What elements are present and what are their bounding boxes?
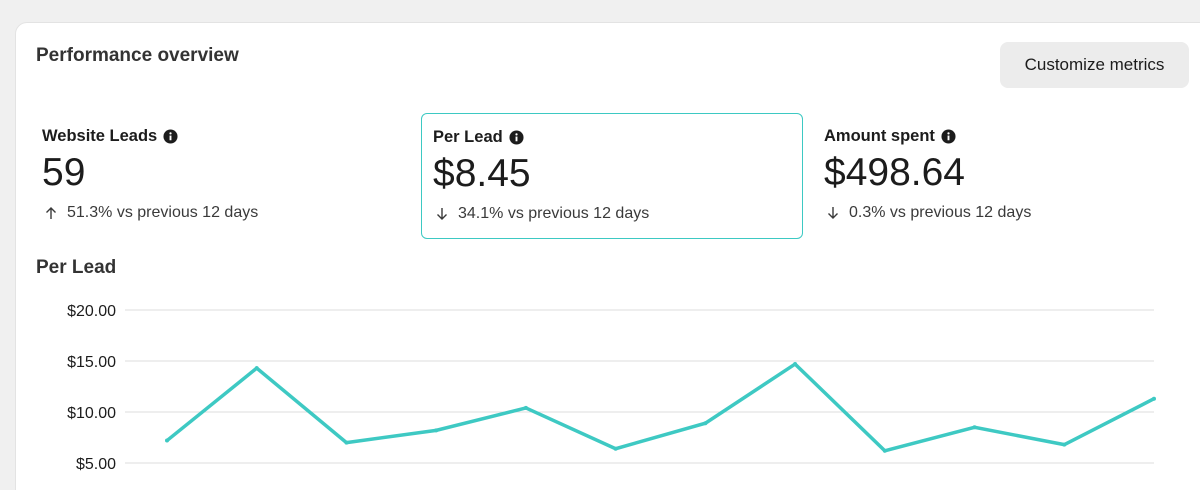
metric-value: 59 — [42, 151, 86, 194]
metric-label: Amount spent — [824, 127, 935, 145]
y-tick-label: $10.00 — [67, 405, 116, 422]
metric-card-amount-spent[interactable]: Amount spent $498.64 0.3% vs previous 12… — [812, 113, 1194, 239]
data-point[interactable] — [344, 440, 349, 445]
metric-change: 51.3% vs previous 12 days — [67, 204, 259, 221]
y-tick-label: $5.00 — [76, 456, 116, 473]
metric-change-row: 51.3% vs previous 12 days — [44, 204, 258, 222]
data-point[interactable] — [1062, 442, 1067, 447]
data-point[interactable] — [703, 421, 708, 426]
metric-change-row: 34.1% vs previous 12 days — [435, 205, 649, 223]
metric-label-row: Per Lead — [433, 128, 524, 147]
series-line — [165, 361, 1155, 453]
metric-card-website-leads[interactable]: Website Leads 59 51.3% vs previous 12 da… — [30, 113, 412, 239]
info-icon[interactable] — [941, 129, 956, 144]
metric-label: Per Lead — [433, 128, 503, 146]
data-point[interactable] — [165, 438, 169, 443]
metric-change: 34.1% vs previous 12 days — [458, 205, 650, 222]
data-point[interactable] — [613, 446, 618, 451]
metric-label-row: Website Leads — [42, 127, 178, 146]
y-tick-label: $15.00 — [67, 354, 116, 371]
info-icon[interactable] — [509, 130, 524, 145]
data-point[interactable] — [523, 405, 528, 410]
metric-label: Website Leads — [42, 127, 158, 145]
panel-title: Performance overview — [36, 45, 239, 66]
data-point[interactable] — [254, 366, 259, 371]
metric-value: $498.64 — [824, 151, 965, 194]
arrow-down-icon — [828, 207, 838, 219]
data-point[interactable] — [793, 362, 798, 367]
metric-change-row: 0.3% vs previous 12 days — [826, 204, 1031, 222]
arrow-down-icon — [437, 208, 447, 220]
customize-metrics-button[interactable]: Customize metrics — [1000, 42, 1189, 88]
info-icon[interactable] — [163, 129, 178, 144]
data-point[interactable] — [434, 428, 439, 433]
data-point[interactable] — [882, 448, 887, 453]
chart-title: Per Lead — [36, 257, 117, 278]
metric-change: 0.3% vs previous 12 days — [849, 204, 1032, 221]
data-point[interactable] — [1152, 396, 1156, 401]
metric-value: $8.45 — [433, 152, 531, 195]
data-point[interactable] — [972, 425, 977, 430]
arrow-up-icon — [46, 207, 56, 219]
y-tick-label: $20.00 — [67, 303, 116, 320]
metric-card-per-lead[interactable]: Per Lead $8.45 34.1% vs previous 12 days — [421, 113, 803, 239]
metric-label-row: Amount spent — [824, 127, 956, 146]
